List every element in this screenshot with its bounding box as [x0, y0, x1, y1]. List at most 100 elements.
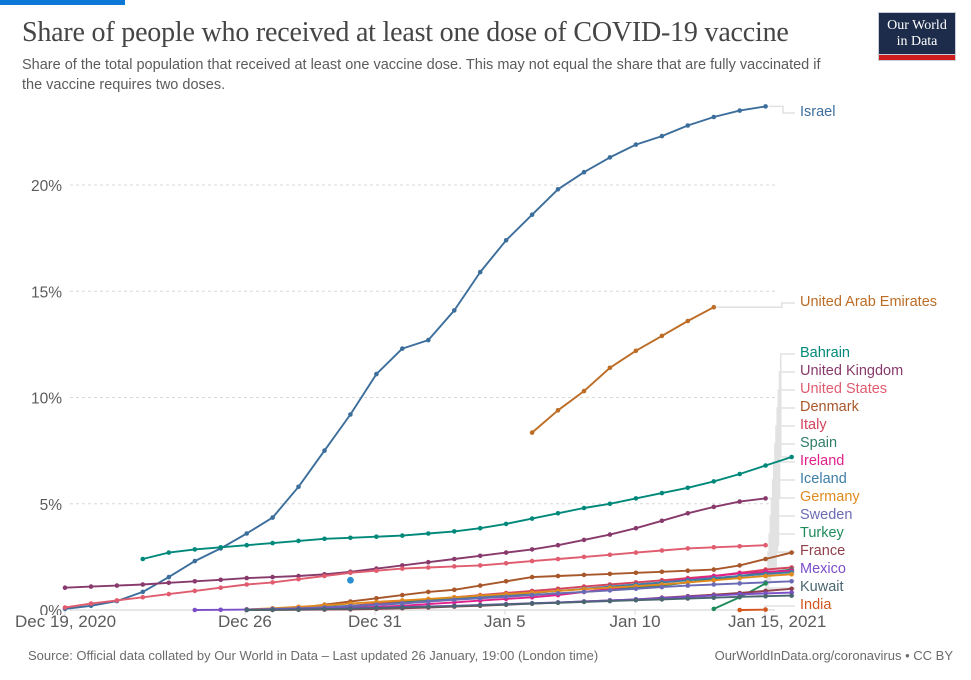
data-point[interactable]	[607, 532, 613, 537]
data-point[interactable]	[322, 573, 327, 579]
series-label-united-arab-emirates[interactable]: United Arab Emirates	[800, 294, 938, 310]
data-point[interactable]	[685, 580, 691, 585]
data-point[interactable]	[555, 600, 561, 606]
data-point[interactable]	[711, 606, 717, 612]
data-point[interactable]	[529, 574, 535, 580]
data-point[interactable]	[452, 587, 457, 593]
data-point[interactable]	[503, 521, 509, 527]
data-point[interactable]	[192, 607, 198, 613]
data-point[interactable]	[763, 542, 768, 548]
data-point[interactable]	[737, 581, 742, 586]
data-point[interactable]	[555, 591, 561, 596]
data-point[interactable]	[789, 454, 794, 460]
data-point[interactable]	[503, 561, 509, 566]
data-point[interactable]	[737, 499, 742, 504]
data-point[interactable]	[763, 556, 768, 562]
data-point[interactable]	[659, 584, 665, 590]
data-point[interactable]	[711, 545, 717, 550]
data-point[interactable]	[529, 601, 535, 606]
data-point[interactable]	[426, 337, 431, 343]
series-line-kuwait[interactable]	[245, 594, 793, 611]
data-point[interactable]	[452, 603, 457, 609]
series-line-united-states[interactable]	[64, 544, 767, 609]
data-point[interactable]	[581, 589, 587, 595]
data-point[interactable]	[685, 596, 691, 601]
data-point[interactable]	[452, 556, 457, 562]
data-point[interactable]	[166, 550, 172, 555]
data-point[interactable]	[452, 597, 457, 603]
data-point[interactable]	[477, 269, 483, 275]
data-point[interactable]	[477, 563, 483, 568]
data-point[interactable]	[581, 505, 587, 511]
data-point[interactable]	[737, 575, 742, 581]
data-point[interactable]	[348, 606, 353, 611]
data-point[interactable]	[633, 597, 639, 603]
data-point[interactable]	[348, 412, 353, 417]
data-point[interactable]	[400, 533, 405, 538]
data-point[interactable]	[555, 408, 561, 413]
data-point[interactable]	[244, 531, 249, 536]
data-point[interactable]	[62, 605, 68, 610]
series-line-israel[interactable]	[64, 105, 767, 610]
license-note[interactable]: OurWorldInData.org/coronavirus • CC BY	[714, 648, 953, 663]
data-point[interactable]	[296, 576, 301, 582]
data-point[interactable]	[737, 108, 742, 113]
data-point[interactable]	[192, 547, 198, 552]
data-point[interactable]	[114, 583, 120, 588]
series-line-united-arab-emirates[interactable]	[531, 306, 715, 434]
data-point[interactable]	[140, 582, 146, 587]
annotation-marker[interactable]	[347, 576, 354, 584]
data-point[interactable]	[244, 582, 249, 587]
series-line-united-kingdom[interactable]	[64, 497, 767, 589]
data-point[interactable]	[192, 558, 198, 564]
series-label-united-kingdom[interactable]: United Kingdom	[800, 363, 904, 379]
data-point[interactable]	[789, 550, 794, 555]
data-point[interactable]	[685, 583, 691, 588]
data-point[interactable]	[685, 568, 691, 573]
data-point[interactable]	[633, 550, 639, 555]
data-point[interactable]	[581, 599, 587, 605]
data-point[interactable]	[789, 586, 794, 592]
data-point[interactable]	[400, 605, 405, 610]
data-point[interactable]	[659, 133, 665, 139]
owid-logo[interactable]: Our World in Data	[878, 12, 956, 61]
data-point[interactable]	[711, 304, 717, 310]
data-point[interactable]	[374, 568, 379, 573]
data-point[interactable]	[737, 563, 742, 568]
data-point[interactable]	[529, 547, 535, 552]
data-point[interactable]	[322, 448, 327, 453]
data-point[interactable]	[607, 365, 613, 371]
data-point[interactable]	[685, 511, 691, 516]
data-point[interactable]	[711, 578, 717, 583]
data-point[interactable]	[270, 580, 275, 585]
data-point[interactable]	[607, 501, 613, 507]
data-point[interactable]	[192, 579, 198, 584]
series-label-israel[interactable]: Israel	[800, 104, 836, 120]
data-point[interactable]	[789, 572, 794, 577]
data-point[interactable]	[296, 538, 301, 544]
data-point[interactable]	[192, 588, 198, 594]
data-point[interactable]	[659, 597, 665, 602]
series-line-bahrain[interactable]	[141, 456, 793, 560]
series-label-sweden[interactable]: Sweden	[800, 507, 853, 523]
data-point[interactable]	[374, 596, 379, 601]
data-point[interactable]	[166, 580, 172, 586]
data-point[interactable]	[633, 586, 639, 592]
data-point[interactable]	[270, 574, 275, 580]
data-point[interactable]	[659, 518, 665, 524]
chart-plot-area[interactable]: 0% 5% 10% 15% 20%	[0, 95, 971, 615]
data-point[interactable]	[711, 504, 717, 510]
data-point[interactable]	[477, 525, 483, 531]
data-point[interactable]	[659, 490, 665, 496]
data-point[interactable]	[737, 607, 742, 613]
data-point[interactable]	[763, 573, 768, 579]
data-point[interactable]	[763, 104, 768, 109]
data-point[interactable]	[607, 598, 613, 604]
series-line-germany[interactable]	[245, 573, 793, 611]
data-point[interactable]	[270, 515, 275, 520]
data-point[interactable]	[737, 471, 742, 477]
data-point[interactable]	[88, 601, 94, 606]
data-point[interactable]	[763, 593, 768, 599]
data-point[interactable]	[633, 142, 639, 147]
data-point[interactable]	[633, 348, 639, 354]
